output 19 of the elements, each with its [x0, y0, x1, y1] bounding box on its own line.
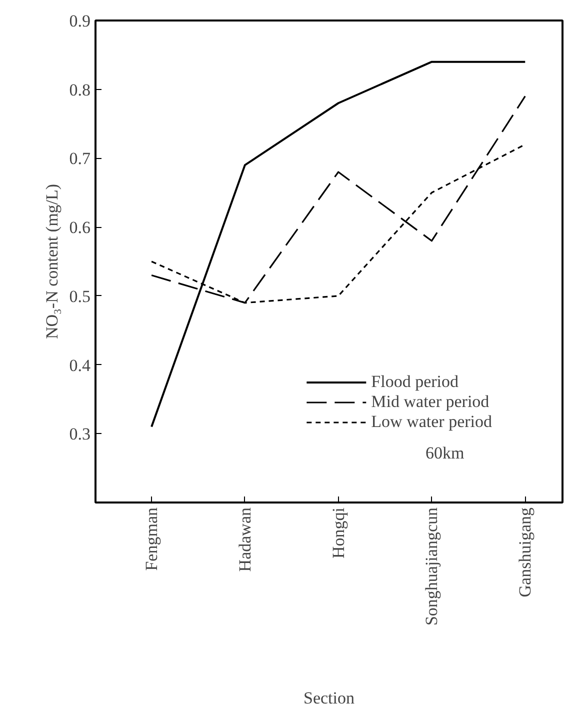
- x-tick-label: Ganshuigang: [516, 507, 535, 598]
- y-tick-label: 0.4: [69, 356, 91, 375]
- y-tick-label: 0.8: [69, 80, 90, 100]
- x-axis-title: Section: [304, 688, 355, 708]
- y-axis-title: NO₃-N content (mg/L): [42, 184, 62, 340]
- y-tick-label: 0.6: [69, 218, 90, 238]
- x-tick-label: Songhuajiangcun: [422, 507, 442, 626]
- y-tick-label: 0.7: [69, 149, 91, 168]
- x-tick-label: Hongqi: [328, 507, 348, 558]
- y-tick-label: 0.3: [69, 424, 90, 444]
- y-tick-label: 0.9: [69, 12, 90, 30]
- legend-label: Mid water period: [371, 392, 490, 412]
- x-tick-label: Hadawan: [235, 507, 254, 572]
- y-tick-label: 0.5: [69, 286, 90, 306]
- line-series: [150, 95, 526, 304]
- legend-label: Flood period: [371, 372, 459, 392]
- legend-label: Low water period: [371, 412, 492, 432]
- annotation: 60km: [426, 444, 464, 462]
- x-tick-label: Fengman: [142, 507, 162, 571]
